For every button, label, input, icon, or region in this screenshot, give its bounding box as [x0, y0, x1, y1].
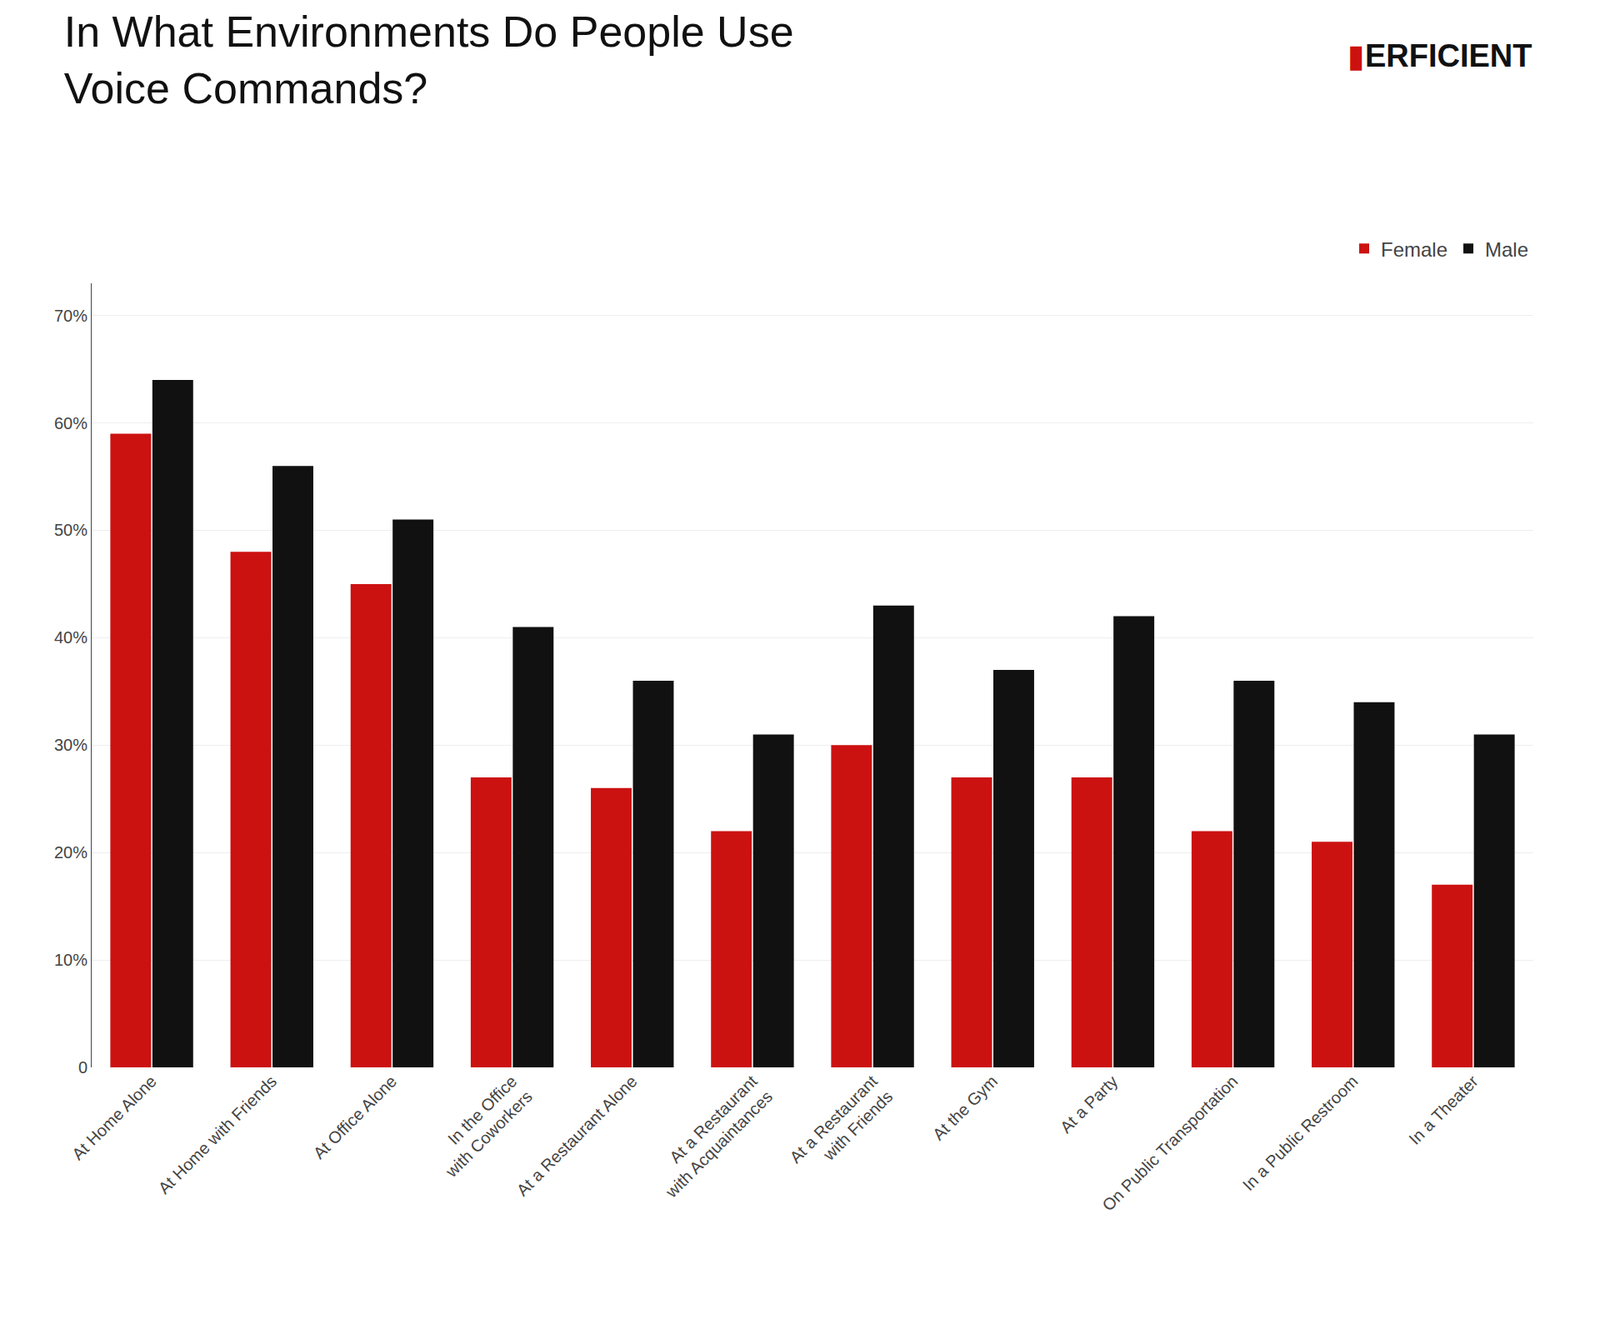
svg-text:At the Gym: At the Gym — [929, 1071, 1001, 1144]
svg-text:At a Restaurantwith Friends: At a Restaurantwith Friends — [785, 1071, 897, 1183]
svg-text:40%: 40% — [54, 628, 88, 647]
svg-text:10%: 10% — [54, 950, 88, 970]
svg-text:In the Officewith Coworkers: In the Officewith Coworkers — [426, 1071, 536, 1181]
svg-text:In a Theater: In a Theater — [1405, 1071, 1482, 1149]
svg-text:0: 0 — [78, 1058, 88, 1077]
svg-text:Male: Male — [1485, 238, 1529, 261]
svg-text:At Office Alone: At Office Alone — [309, 1071, 400, 1163]
svg-text:60%: 60% — [54, 414, 88, 433]
svg-text:At a Restaurantwith Acquaintan: At a Restaurantwith Acquaintances — [645, 1071, 776, 1202]
svg-text:Female: Female — [1380, 238, 1448, 261]
svg-text:70%: 70% — [54, 306, 88, 325]
svg-text:At a Party: At a Party — [1056, 1071, 1122, 1137]
svg-text:In What Environments Do People: In What Environments Do People UseVoice … — [64, 7, 795, 113]
svg-text:At a Restaurant Alone: At a Restaurant Alone — [513, 1071, 641, 1200]
svg-text:On Public Transportation: On Public Transportation — [1098, 1071, 1241, 1215]
svg-text:At Home Alone: At Home Alone — [68, 1071, 160, 1164]
svg-text:50%: 50% — [54, 520, 88, 540]
svg-text:In a Public Restroom: In a Public Restroom — [1239, 1071, 1362, 1195]
svg-text:▮ERFICIENT: ▮ERFICIENT — [1347, 38, 1532, 74]
svg-text:30%: 30% — [54, 735, 88, 755]
svg-text:20%: 20% — [54, 843, 88, 862]
svg-text:At Home with Friends: At Home with Friends — [154, 1071, 280, 1198]
